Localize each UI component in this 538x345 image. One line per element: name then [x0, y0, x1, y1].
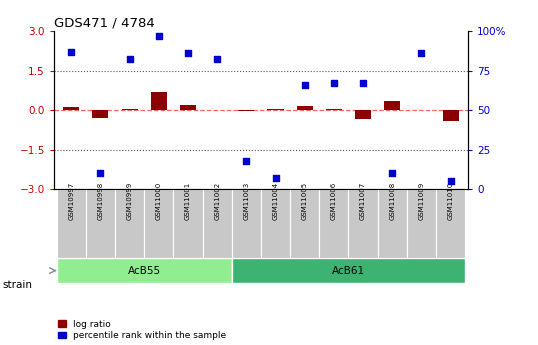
Bar	[349, 189, 378, 258]
Bar	[232, 189, 261, 258]
Bar	[115, 189, 144, 258]
Text: GSM11008: GSM11008	[389, 182, 395, 220]
Bar	[355, 110, 371, 119]
Text: GSM10998: GSM10998	[97, 182, 103, 220]
Bar	[407, 189, 436, 258]
Text: GSM11007: GSM11007	[360, 182, 366, 220]
Point	[67, 49, 76, 55]
Text: GSM10999: GSM10999	[126, 182, 133, 220]
Point	[388, 170, 397, 176]
Point	[300, 82, 309, 88]
Text: GSM11005: GSM11005	[302, 182, 308, 220]
Bar	[209, 109, 225, 110]
Text: GSM11009: GSM11009	[419, 182, 424, 220]
Bar	[378, 189, 407, 258]
Bar	[261, 189, 290, 258]
Text: GSM11010: GSM11010	[448, 182, 454, 220]
Point	[359, 80, 367, 86]
Text: GDS471 / 4784: GDS471 / 4784	[54, 17, 154, 30]
Text: AcB61: AcB61	[332, 266, 365, 276]
Point	[446, 178, 455, 184]
Bar	[173, 189, 203, 258]
Bar	[63, 107, 79, 110]
Text: AcB55: AcB55	[128, 266, 161, 276]
Bar	[238, 110, 254, 111]
Text: strain: strain	[3, 280, 33, 289]
Text: GSM11003: GSM11003	[243, 182, 249, 220]
Point	[330, 80, 338, 86]
Bar	[93, 110, 109, 118]
Text: GSM11000: GSM11000	[156, 182, 162, 220]
Bar	[267, 109, 284, 110]
Bar	[413, 109, 429, 110]
Bar	[296, 106, 313, 110]
Bar	[203, 189, 232, 258]
Bar	[56, 258, 232, 283]
Text: GSM11006: GSM11006	[331, 182, 337, 220]
Point	[125, 57, 134, 62]
Point	[417, 50, 426, 56]
Bar	[326, 109, 342, 110]
Bar	[180, 105, 196, 110]
Bar	[319, 189, 349, 258]
Text: GSM11001: GSM11001	[185, 182, 191, 220]
Point	[242, 158, 251, 164]
Bar	[384, 101, 400, 110]
Bar	[86, 189, 115, 258]
Text: GSM11004: GSM11004	[273, 182, 279, 220]
Bar	[122, 109, 138, 110]
Bar	[56, 189, 86, 258]
Point	[213, 57, 222, 62]
Bar	[151, 92, 167, 110]
Bar	[443, 110, 458, 121]
Point	[154, 33, 163, 39]
Point	[183, 50, 192, 56]
Legend: log ratio, percentile rank within the sample: log ratio, percentile rank within the sa…	[58, 320, 226, 341]
Bar	[290, 189, 319, 258]
Point	[271, 175, 280, 181]
Bar	[144, 189, 173, 258]
Point	[96, 170, 105, 176]
Bar	[232, 258, 465, 283]
Text: GSM11002: GSM11002	[214, 182, 220, 220]
Bar	[436, 189, 465, 258]
Text: GSM10997: GSM10997	[68, 182, 74, 220]
